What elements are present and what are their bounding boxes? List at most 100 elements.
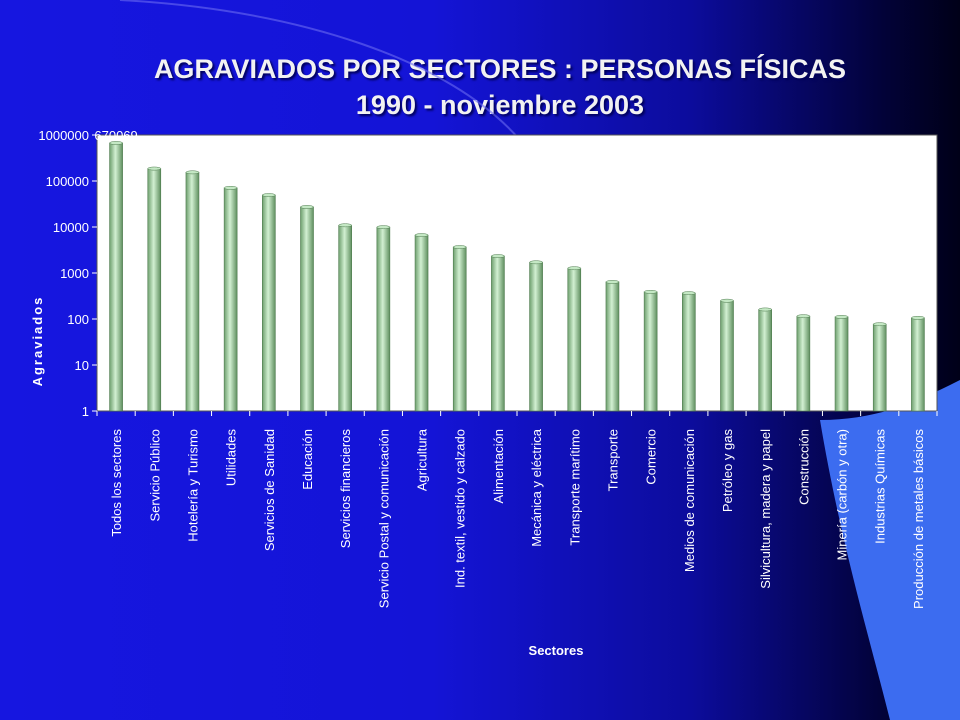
data-label: 70898 [213, 173, 249, 188]
bar-cap [682, 291, 696, 295]
x-category-label: Silvicultura, madera y papel [758, 429, 773, 589]
x-category-label: Agricultura [415, 428, 430, 491]
bar [338, 224, 352, 412]
x-category-label: Hotelería y Turismo [185, 429, 200, 542]
bar [147, 168, 162, 412]
x-category-label: Utilidades [224, 429, 239, 487]
x-category-label: Servicios financieros [338, 429, 353, 549]
data-label: 2332 [483, 241, 512, 256]
data-label: 250 [716, 286, 738, 301]
x-category-label: Servicios de Sanidad [262, 429, 277, 551]
bar-cap [567, 266, 582, 271]
bar-cap [911, 315, 925, 320]
x-category-label: Producción de metales básicos [911, 429, 926, 609]
bar-cap [834, 315, 849, 319]
data-label: 1270 [560, 253, 589, 268]
x-category-label: Minería (carbón y otra) [835, 429, 850, 561]
data-label: 365 [678, 278, 700, 293]
bar [300, 206, 314, 412]
bar [834, 316, 849, 412]
bar [872, 323, 887, 412]
y-tick-label: 1 [82, 404, 89, 419]
x-category-label: Servicio Público [147, 429, 162, 522]
chart-title: AGRAVIADOS POR SECTORES : PERSONAS FÍSIC… [153, 54, 847, 84]
y-tick-label: 100 [67, 312, 89, 327]
x-category-label: Petróleo y gas [720, 429, 735, 513]
bar [911, 317, 925, 412]
bar [567, 267, 582, 412]
data-label: 186305 [133, 154, 176, 169]
data-label: 154229 [171, 157, 214, 172]
data-label: 1709 [522, 247, 551, 262]
bar [643, 291, 658, 412]
bar-cap [643, 290, 658, 294]
data-label: 77 [872, 309, 886, 324]
bar-cap [452, 245, 467, 249]
data-label: 6660 [407, 220, 436, 235]
data-label: 27238 [289, 192, 325, 207]
bar-cap [605, 280, 620, 284]
bar [376, 226, 391, 412]
y-tick-label: 100000 [46, 174, 89, 189]
bar-cap [300, 205, 314, 209]
x-category-label: Educación [300, 429, 315, 490]
x-category-label: Comercio [644, 429, 659, 485]
bar-cap [529, 260, 543, 265]
data-label: 639 [602, 267, 624, 282]
bar [452, 246, 467, 412]
bar [491, 255, 505, 412]
bar [720, 300, 734, 412]
bar [758, 309, 772, 412]
bar-cap [223, 186, 238, 190]
bar [109, 142, 123, 412]
x-category-label: Todos los sectores [109, 429, 124, 537]
data-label: 10894 [327, 210, 363, 225]
data-label: 115 [793, 301, 814, 316]
data-label: 106 [907, 303, 929, 318]
y-tick-label: 1000 [60, 266, 89, 281]
data-label: 49393 [251, 180, 287, 195]
bar [414, 234, 429, 412]
bar-cap [720, 298, 734, 303]
x-category-label: Industrias Químicas [873, 429, 888, 544]
x-axis-title: Sectores [529, 643, 584, 658]
bar-cap [758, 307, 772, 312]
data-label: 670069 [94, 128, 137, 143]
x-category-label: Mecánica y eléctrica [529, 428, 544, 547]
y-tick-label: 10 [75, 358, 89, 373]
data-label: 3664 [445, 232, 474, 247]
bar-cap [262, 193, 276, 197]
data-label: 111 [832, 302, 852, 317]
bar-cap [185, 170, 200, 175]
bar-cap [872, 322, 887, 327]
x-category-label: Ind. textil, vestido y calzado [453, 429, 468, 588]
y-axis-title: Agraviados [30, 296, 45, 387]
bar-cap [414, 233, 429, 237]
x-category-label: Alimentación [491, 429, 506, 503]
bar-cap [109, 141, 123, 145]
bar [605, 281, 620, 412]
x-category-label: Transporte [605, 429, 620, 491]
data-label: 389 [640, 277, 662, 292]
y-tick-label: 10000 [53, 220, 89, 235]
bar-cap [338, 223, 352, 228]
bar [262, 194, 276, 412]
x-category-label: Construcción [796, 429, 811, 505]
data-label: 161 [754, 294, 776, 309]
bar [682, 292, 696, 412]
chart-subtitle: 1990 - noviembre 2003 [355, 90, 645, 120]
bar [223, 187, 238, 412]
x-category-label: Servicio Postal y comunicación [376, 429, 391, 608]
bar-cap [796, 314, 811, 319]
bar-cap [491, 254, 505, 258]
x-category-label: Transporte marítimo [567, 429, 582, 546]
data-label: 9909 [369, 212, 398, 227]
bar-cap [147, 166, 162, 171]
y-tick-label: 1000000 [38, 128, 89, 143]
bar [796, 315, 811, 412]
x-category-label: Medios de comunicación [682, 429, 697, 572]
decorative-swoosh [820, 380, 960, 720]
decorative-arc [119, 0, 521, 141]
bar [185, 172, 200, 412]
